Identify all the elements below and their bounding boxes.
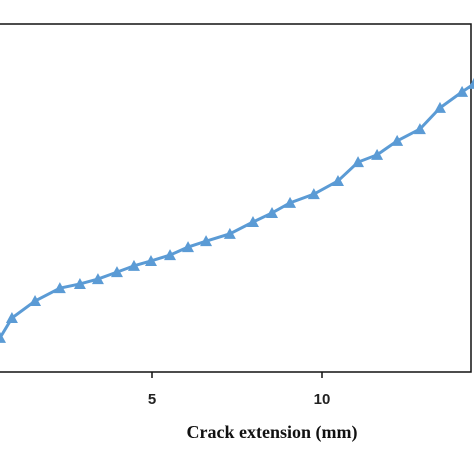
x-tick-label: 10 [314, 391, 331, 408]
data-point [5, 312, 18, 324]
x-tick-label: 5 [148, 391, 156, 408]
data-point [0, 331, 7, 343]
data-point [182, 241, 195, 253]
data-point [371, 148, 384, 160]
data-point [29, 295, 42, 307]
data-point [433, 101, 446, 113]
data-point [284, 196, 297, 208]
data-point [246, 216, 259, 228]
data-point [456, 85, 469, 97]
plot-frame [0, 23, 472, 373]
data-point [413, 123, 426, 135]
data-point [200, 235, 213, 247]
x-axis-label: Crack extension (mm) [187, 422, 358, 443]
data-point [127, 259, 140, 271]
data-point [144, 254, 157, 266]
data-point [73, 277, 86, 289]
data-point [391, 134, 404, 146]
data-point [352, 156, 365, 168]
data-point [307, 188, 320, 200]
data-point [53, 282, 66, 294]
data-point [223, 227, 236, 239]
data-point [266, 206, 279, 218]
data-point [164, 249, 177, 261]
data-point [110, 266, 123, 278]
data-point [91, 273, 104, 285]
data-point [331, 174, 344, 186]
data-point [467, 77, 474, 89]
